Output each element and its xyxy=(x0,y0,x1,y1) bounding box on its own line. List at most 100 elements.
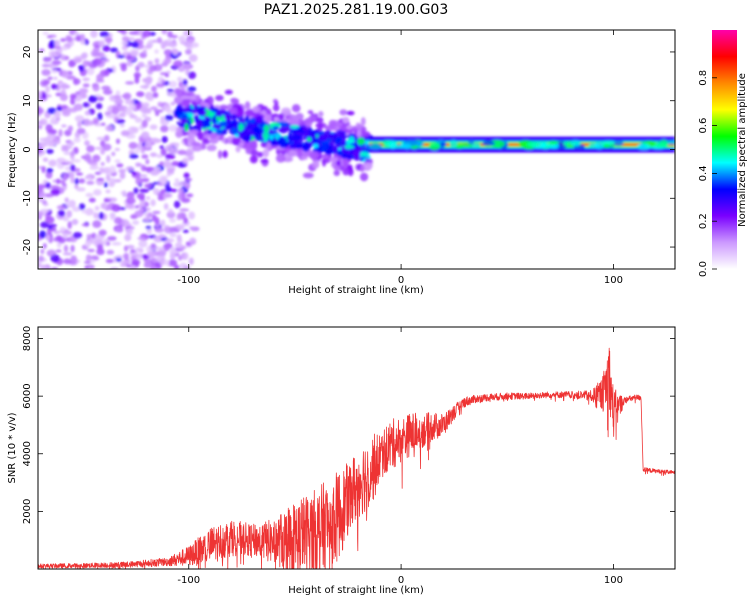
spectrogram-noise-blob xyxy=(111,151,116,157)
spectrogram-onset-blob xyxy=(266,108,272,114)
spectrogram-noise-blob xyxy=(128,103,138,110)
spectrogram-noise-blob xyxy=(63,244,69,253)
spectrogram-noise-blob xyxy=(159,178,167,185)
spectrogram-noise-blob xyxy=(169,232,177,238)
spectrogram-noise-blob xyxy=(98,229,107,236)
spectrogram-noise-blob xyxy=(105,124,114,132)
spectrogram-noise-blob xyxy=(41,166,46,174)
spectrogram-onset-blob xyxy=(188,132,196,141)
spectrogram-onset-blob xyxy=(231,127,239,134)
spectrogram-noise-blob xyxy=(143,212,149,217)
spectrogram-noise-blob xyxy=(113,216,122,225)
spectrogram-noise-blob xyxy=(179,208,190,212)
spectrogram-noise-blob xyxy=(59,226,67,232)
spectrogram-noise-blob xyxy=(177,76,183,82)
spectrogram-onset-blob xyxy=(210,107,220,113)
spectrogram-carrier-blob xyxy=(654,142,669,148)
spectrogram-noise-blob xyxy=(93,189,102,196)
spectrogram-noise-blob xyxy=(153,235,163,243)
spectrogram-noise-blob xyxy=(187,71,197,80)
spectrogram-noise-blob xyxy=(55,178,61,185)
spectrogram-onset-blob xyxy=(284,153,290,159)
spectrogram-noise-blob xyxy=(189,237,197,245)
spectrogram-noise-blob xyxy=(131,259,141,266)
spectrogram-x-label: Height of straight line (km) xyxy=(288,285,424,296)
spectrogram-noise-blob xyxy=(183,217,189,224)
spectrogram-onset-blob xyxy=(209,132,218,140)
spectrogram-onset-blob xyxy=(359,131,371,138)
spectrogram-noise-blob xyxy=(123,252,130,260)
spectrogram-noise-blob xyxy=(181,252,189,260)
spectrogram-noise-blob xyxy=(155,111,160,116)
spectrogram-noise-blob xyxy=(168,259,178,267)
spectrogram-noise-blob xyxy=(121,45,128,51)
spectrogram-onset-blob xyxy=(215,129,223,136)
colorbar-tick-label: 0.8 xyxy=(698,70,709,86)
spectrogram-noise-blob xyxy=(126,244,135,250)
spectrogram-noise-blob xyxy=(174,242,183,249)
spectrogram-carrier-blob xyxy=(526,141,540,147)
spectrogram-image xyxy=(38,30,675,269)
spectrogram-noise-blob xyxy=(59,180,66,184)
spectrogram-noise-blob xyxy=(183,137,189,146)
spectrogram-noise-blob xyxy=(157,101,163,107)
spectrogram-onset-blob xyxy=(180,118,188,124)
spectrogram-onset-blob xyxy=(198,106,206,111)
spectrogram-onset-blob xyxy=(278,113,285,122)
spectrogram-onset-blob xyxy=(302,172,314,179)
spectrogram-noise-blob xyxy=(163,49,173,56)
spectrogram-noise-blob xyxy=(78,88,89,94)
spectrogram-carrier-blob xyxy=(548,140,559,145)
spectrogram-noise-blob xyxy=(53,45,61,50)
spectrogram-onset-blob xyxy=(335,160,342,166)
spectrogram-noise-blob xyxy=(121,259,132,265)
spectrogram-noise-blob xyxy=(45,216,55,224)
spectrogram-noise-blob xyxy=(145,158,150,165)
spectrogram-noise-blob xyxy=(74,184,79,189)
spectrogram-onset-blob xyxy=(359,164,365,173)
spectrogram-noise-blob xyxy=(134,117,143,123)
spectrogram-carrier-blob xyxy=(389,141,397,149)
spectrogram-noise-blob xyxy=(58,129,63,137)
spectrogram-noise-blob xyxy=(164,73,170,78)
spectrogram-x-tick-label: 0 xyxy=(398,275,404,286)
spectrogram-noise-blob xyxy=(45,234,51,242)
spectrogram-onset-blob xyxy=(344,144,355,149)
spectrogram-onset-blob xyxy=(328,119,337,128)
spectrogram-noise-blob xyxy=(156,37,163,44)
spectrogram-onset-blob xyxy=(175,88,182,97)
spectrogram-noise-blob xyxy=(63,258,72,265)
spectrogram-noise-blob xyxy=(55,92,62,97)
spectrogram-noise-blob xyxy=(73,31,80,36)
spectrogram-noise-blob xyxy=(164,259,170,266)
spectrogram-onset-blob xyxy=(193,115,200,120)
spectrogram-noise-blob xyxy=(55,117,61,121)
spectrogram-noise-blob xyxy=(133,187,139,194)
spectrogram-onset-blob xyxy=(262,131,270,140)
spectrogram-noise-blob xyxy=(124,99,135,105)
spectrogram-noise-blob xyxy=(173,181,184,188)
spectrogram-noise-blob xyxy=(154,227,164,233)
spectrogram-noise-blob xyxy=(154,217,160,225)
spectrogram-noise-blob xyxy=(109,177,117,185)
spectrogram-noise-blob xyxy=(96,177,105,181)
spectrogram-noise-blob xyxy=(187,86,197,92)
spectrogram-onset-blob xyxy=(272,125,280,130)
spectrogram-noise-blob xyxy=(176,212,187,220)
spectrogram-noise-blob xyxy=(162,193,173,198)
spectrogram-noise-blob xyxy=(94,44,100,48)
spectrogram-noise-blob xyxy=(184,62,190,70)
spectrogram-noise-blob xyxy=(38,184,46,190)
spectrogram-noise-blob xyxy=(98,211,104,220)
spectrogram-noise-blob xyxy=(166,88,174,93)
spectrogram-noise-blob xyxy=(49,39,56,48)
spectrogram-noise-blob xyxy=(105,173,111,182)
spectrogram-carrier-blob xyxy=(489,139,505,148)
spectrogram-noise-blob xyxy=(105,258,114,264)
spectrogram-onset-blob xyxy=(309,151,320,160)
spectrogram-onset-blob xyxy=(262,148,270,158)
spectrogram-noise-blob xyxy=(169,218,176,223)
spectrogram-noise-blob xyxy=(38,141,47,148)
spectrogram-noise-blob xyxy=(61,70,69,79)
spectrogram-noise-blob xyxy=(156,154,163,159)
